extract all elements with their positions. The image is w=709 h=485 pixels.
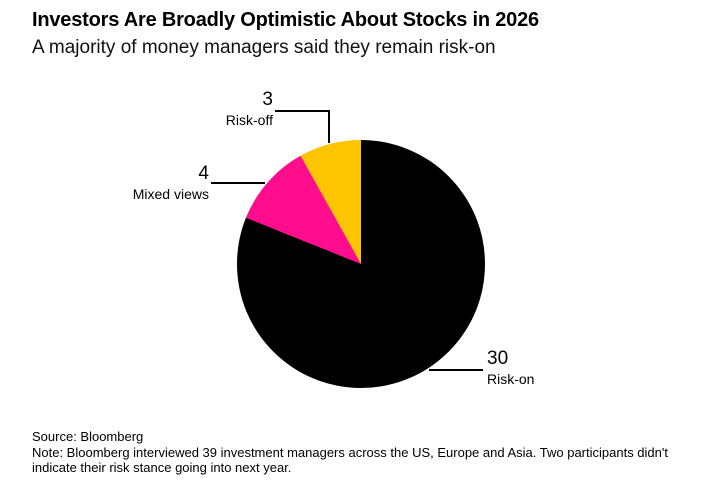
callout-line-mixed-views xyxy=(211,182,265,184)
callout-line-risk-off-vertical xyxy=(328,110,330,143)
slice-label-risk-off: 3 Risk-off xyxy=(226,90,273,127)
slice-name-risk-on: Risk-on xyxy=(487,371,535,387)
note-text-line-1: Note: Bloomberg interviewed 39 investmen… xyxy=(32,444,668,460)
slice-value-risk-on: 30 xyxy=(487,348,509,369)
chart-footer: Source: Bloomberg Note: Bloomberg interv… xyxy=(32,429,682,476)
slice-value-mixed-views: 4 xyxy=(198,163,209,184)
source-text: Source: Bloomberg xyxy=(32,429,144,444)
chart-subtitle: A majority of money managers said they r… xyxy=(32,37,496,58)
slice-label-mixed-views: 4 Mixed views xyxy=(133,164,209,201)
slice-name-risk-off: Risk-off xyxy=(225,112,273,128)
slice-name-mixed-views: Mixed views xyxy=(132,186,209,202)
callout-line-risk-on xyxy=(429,369,483,371)
slice-value-risk-off: 3 xyxy=(262,89,273,110)
callout-line-risk-off-horizontal xyxy=(275,110,329,112)
slice-label-risk-on: 30 Risk-on xyxy=(487,349,534,386)
note-text-line-2: indicate their risk stance going into ne… xyxy=(32,460,292,475)
pie-chart xyxy=(237,140,485,388)
chart-title: Investors Are Broadly Optimistic About S… xyxy=(32,9,539,31)
